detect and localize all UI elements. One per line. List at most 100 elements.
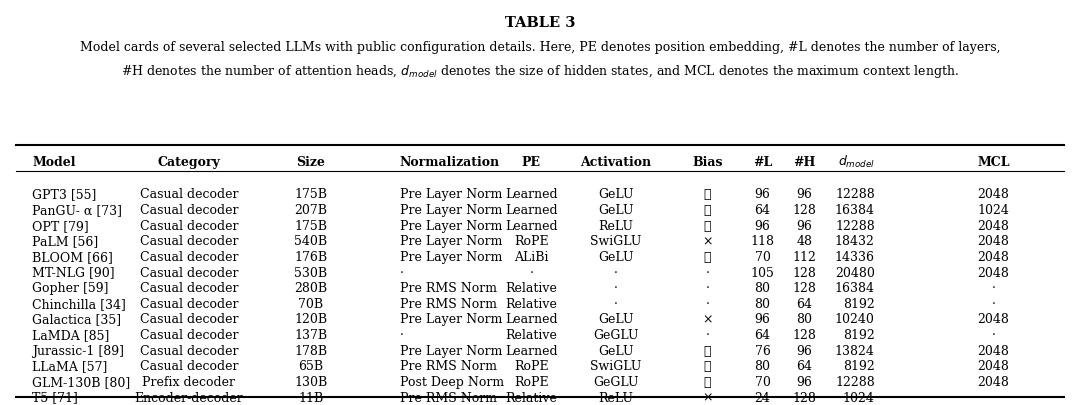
Text: 96: 96 — [797, 344, 812, 357]
Text: Activation: Activation — [580, 156, 651, 168]
Text: ·: · — [529, 266, 534, 279]
Text: T5 [71]: T5 [71] — [32, 390, 78, 404]
Text: ·: · — [613, 281, 618, 294]
Text: 2048: 2048 — [977, 234, 1010, 248]
Text: GeLU: GeLU — [598, 203, 633, 217]
Text: 2048: 2048 — [977, 266, 1010, 279]
Text: 96: 96 — [797, 188, 812, 201]
Text: RoPE: RoPE — [514, 375, 549, 388]
Text: 96: 96 — [755, 313, 770, 326]
Text: Casual decoder: Casual decoder — [139, 328, 239, 341]
Text: 18432: 18432 — [835, 234, 875, 248]
Text: Casual decoder: Casual decoder — [139, 234, 239, 248]
Text: 118: 118 — [751, 234, 774, 248]
Text: #L: #L — [753, 156, 772, 168]
Text: #H denotes the number of attention heads, $d_{model}$ denotes the size of hidden: #H denotes the number of attention heads… — [121, 63, 959, 80]
Text: OPT [79]: OPT [79] — [32, 219, 90, 232]
Text: Normalization: Normalization — [400, 156, 500, 168]
Text: 2048: 2048 — [977, 219, 1010, 232]
Text: LLaMA [57]: LLaMA [57] — [32, 359, 108, 373]
Text: GPT3 [55]: GPT3 [55] — [32, 188, 97, 201]
Text: 105: 105 — [751, 266, 774, 279]
Text: 8192: 8192 — [843, 328, 875, 341]
Text: ·: · — [613, 297, 618, 310]
Text: SwiGLU: SwiGLU — [590, 359, 642, 373]
Text: GeLU: GeLU — [598, 344, 633, 357]
Text: $d_{model}$: $d_{model}$ — [838, 154, 875, 170]
Text: PE: PE — [522, 156, 541, 168]
Text: PaLM [56]: PaLM [56] — [32, 234, 98, 248]
Text: 2048: 2048 — [977, 250, 1010, 263]
Text: 12288: 12288 — [835, 375, 875, 388]
Text: 128: 128 — [793, 266, 816, 279]
Text: 120B: 120B — [295, 313, 327, 326]
Text: 20480: 20480 — [835, 266, 875, 279]
Text: Chinchilla [34]: Chinchilla [34] — [32, 297, 126, 310]
Text: 130B: 130B — [295, 375, 327, 388]
Text: 530B: 530B — [295, 266, 327, 279]
Text: Casual decoder: Casual decoder — [139, 219, 239, 232]
Text: 128: 128 — [793, 390, 816, 404]
Text: ·: · — [705, 281, 710, 294]
Text: Bias: Bias — [692, 156, 723, 168]
Text: ·: · — [991, 390, 996, 404]
Text: ·: · — [705, 266, 710, 279]
Text: 96: 96 — [797, 375, 812, 388]
Text: ×: × — [702, 313, 713, 326]
Text: 207B: 207B — [295, 203, 327, 217]
Text: Relative: Relative — [505, 328, 557, 341]
Text: PanGU- α [73]: PanGU- α [73] — [32, 203, 122, 217]
Text: ·: · — [705, 328, 710, 341]
Text: TABLE 3: TABLE 3 — [504, 16, 576, 30]
Text: 80: 80 — [755, 359, 770, 373]
Text: GeGLU: GeGLU — [593, 328, 638, 341]
Text: ✓: ✓ — [704, 203, 711, 217]
Text: 64: 64 — [755, 328, 770, 341]
Text: ×: × — [702, 234, 713, 248]
Text: ✓: ✓ — [704, 375, 711, 388]
Text: ✓: ✓ — [704, 188, 711, 201]
Text: Casual decoder: Casual decoder — [139, 250, 239, 263]
Text: ✓: ✓ — [704, 344, 711, 357]
Text: 137B: 137B — [295, 328, 327, 341]
Text: 64: 64 — [797, 359, 812, 373]
Text: 70: 70 — [755, 250, 770, 263]
Text: Casual decoder: Casual decoder — [139, 313, 239, 326]
Text: GeLU: GeLU — [598, 313, 633, 326]
Text: ✓: ✓ — [704, 219, 711, 232]
Text: 96: 96 — [755, 188, 770, 201]
Text: Galactica [35]: Galactica [35] — [32, 313, 122, 326]
Text: ·: · — [613, 266, 618, 279]
Text: Pre RMS Norm: Pre RMS Norm — [400, 390, 497, 404]
Text: 2048: 2048 — [977, 188, 1010, 201]
Text: MT-NLG [90]: MT-NLG [90] — [32, 266, 116, 279]
Text: Pre RMS Norm: Pre RMS Norm — [400, 281, 497, 294]
Text: 10240: 10240 — [835, 313, 875, 326]
Text: Pre RMS Norm: Pre RMS Norm — [400, 359, 497, 373]
Text: 112: 112 — [793, 250, 816, 263]
Text: Post Deep Norm: Post Deep Norm — [400, 375, 503, 388]
Text: 128: 128 — [793, 328, 816, 341]
Text: Encoder-decoder: Encoder-decoder — [135, 390, 243, 404]
Text: Pre RMS Norm: Pre RMS Norm — [400, 297, 497, 310]
Text: 16384: 16384 — [835, 281, 875, 294]
Text: 12288: 12288 — [835, 219, 875, 232]
Text: Model: Model — [32, 156, 76, 168]
Text: 64: 64 — [797, 297, 812, 310]
Text: GeLU: GeLU — [598, 250, 633, 263]
Text: 11B: 11B — [298, 390, 324, 404]
Text: 64: 64 — [755, 203, 770, 217]
Text: 1024: 1024 — [977, 203, 1010, 217]
Text: Casual decoder: Casual decoder — [139, 203, 239, 217]
Text: 80: 80 — [755, 281, 770, 294]
Text: Pre Layer Norm: Pre Layer Norm — [400, 188, 502, 201]
Text: 175B: 175B — [295, 219, 327, 232]
Text: Relative: Relative — [505, 281, 557, 294]
Text: 24: 24 — [755, 390, 770, 404]
Text: ALiBi: ALiBi — [514, 250, 549, 263]
Text: 13824: 13824 — [835, 344, 875, 357]
Text: ·: · — [991, 328, 996, 341]
Text: ReLU: ReLU — [598, 219, 633, 232]
Text: GeGLU: GeGLU — [593, 375, 638, 388]
Text: Gopher [59]: Gopher [59] — [32, 281, 109, 294]
